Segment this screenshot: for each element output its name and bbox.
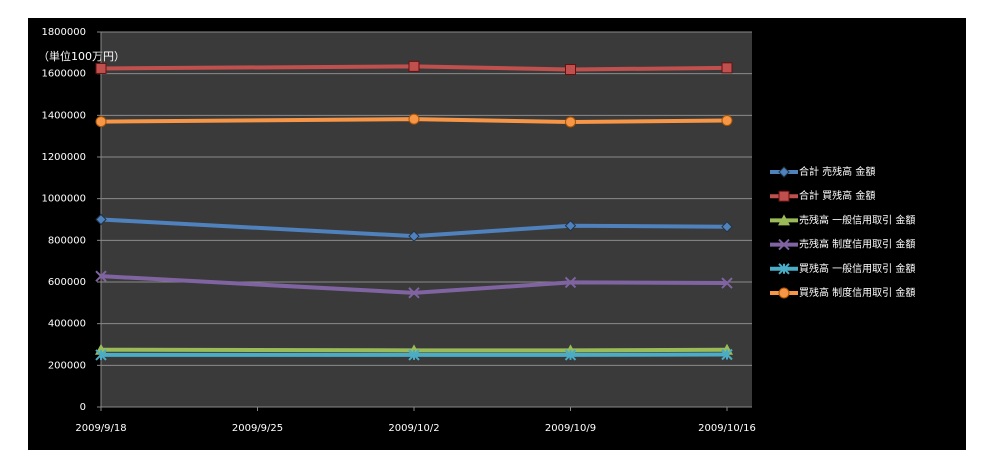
marker	[408, 60, 420, 72]
x-tick-label: 2009/10/9	[545, 423, 596, 434]
marker	[564, 349, 577, 361]
legend-marker	[778, 166, 790, 178]
series-line	[100, 274, 728, 295]
marker	[95, 213, 107, 226]
legend-label: 売残高 制度信用取引 金額	[799, 238, 915, 251]
y-tick-label: 0	[80, 402, 86, 413]
y-tick-label: 400000	[48, 319, 86, 330]
marker	[95, 270, 107, 282]
legend-label: 買残高 一般信用取引 金額	[799, 262, 915, 275]
plot-area	[101, 32, 752, 407]
marker	[408, 230, 420, 242]
marker	[721, 62, 733, 74]
legend-label: 売残高 一般信用取引 金額	[799, 213, 915, 226]
legend-marker	[778, 214, 790, 226]
marker	[564, 220, 577, 232]
legend-label: 合計 買残高 金額	[799, 189, 875, 202]
marker	[721, 221, 733, 233]
marker	[408, 287, 420, 299]
series-line	[100, 217, 728, 239]
y-tick-label: 600000	[48, 277, 86, 288]
marker	[408, 113, 420, 125]
marker	[95, 62, 107, 74]
legend-marker	[778, 238, 790, 251]
marker	[565, 116, 576, 128]
y-tick-label: 1000000	[41, 194, 86, 205]
x-tick-label: 2009/10/16	[698, 423, 756, 434]
marker	[95, 116, 107, 128]
marker	[408, 349, 420, 361]
x-tick-label: 2009/10/2	[388, 423, 439, 434]
legend-label: 合計 売残高 金額	[799, 165, 875, 178]
marker	[721, 348, 733, 361]
annotation: （単位100万円）	[38, 49, 125, 63]
legend-label: 買残高 制度信用取引 金額	[799, 286, 915, 299]
series-line	[100, 117, 728, 125]
marker	[95, 349, 107, 361]
marker	[565, 64, 576, 75]
y-tick-label: 1600000	[41, 69, 86, 80]
y-tick-label: 200000	[48, 360, 86, 371]
legend-marker	[778, 190, 790, 202]
marker	[564, 276, 577, 289]
y-tick-label: 1400000	[41, 110, 86, 121]
y-tick-label: 1200000	[41, 152, 86, 163]
y-tick-label: 800000	[48, 235, 86, 246]
marker	[721, 277, 733, 289]
series-line	[100, 347, 728, 353]
x-tick-label: 2009/9/25	[232, 423, 283, 434]
series-line	[100, 64, 728, 72]
marker	[721, 115, 733, 127]
y-tick-label: 1800000	[41, 27, 86, 38]
legend-marker	[778, 263, 790, 275]
legend-marker	[778, 287, 790, 299]
x-tick-label: 2009/9/18	[75, 423, 126, 434]
